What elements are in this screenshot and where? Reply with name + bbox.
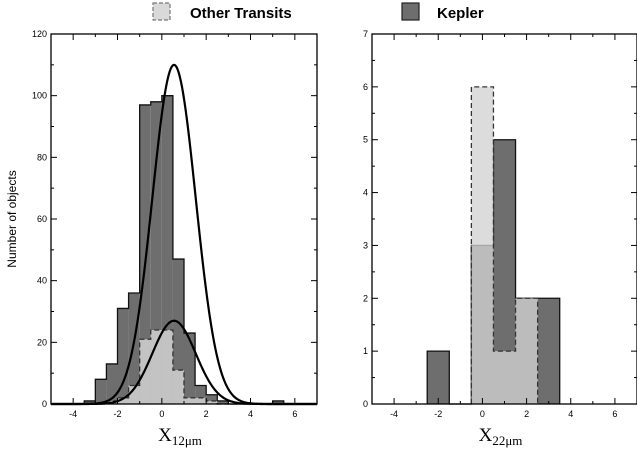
right-bar-other-transits [493,351,516,404]
left-bar-kepler [128,293,140,404]
left-x-tick-label: 0 [159,409,164,419]
left-bar-kepler [95,379,107,404]
right-bar-kepler [427,351,450,404]
right-x-tick-label: -4 [390,409,398,419]
left-bar-kepler [161,95,173,405]
left-bar-kepler [106,363,118,404]
left-y-tick-label: 40 [37,276,47,286]
left-bar-kepler [172,259,184,404]
legend: Other Transits Kepler [152,2,484,22]
left-y-tick-label: 60 [37,214,47,224]
right-bar-kepler [493,139,516,404]
left-x-tick-label: 6 [292,409,297,419]
left-series-kepler [83,95,306,405]
left-outline-kepler [83,95,306,405]
right-series-other-transits [470,86,539,404]
right-y-tick-label: 4 [363,188,368,198]
right-y-tick-label: 1 [363,346,368,356]
left-bar-other-transits [128,385,140,404]
right-y-tick-label: 7 [363,29,368,39]
right-y-tick-label: 2 [363,293,368,303]
left-bar-other-transits [117,397,129,404]
left-bar-other-transits [150,330,162,404]
left-bar-kepler [184,333,196,404]
left-bar-kepler [117,308,129,404]
right-x-axis-label: X22μm [479,425,523,448]
left-bar-other-transits [184,397,196,404]
right-bar-other-transits [515,298,538,404]
right-x-tick-label: 0 [480,409,485,419]
left-bar-kepler [150,101,162,404]
left-y-axis-label: Number of objects [5,170,19,267]
right-x-tick-label: 2 [524,409,529,419]
left-x-tick-label: -2 [113,409,121,419]
legend-label-other-transits: Other Transits [190,5,292,22]
right-bar-other-transits [471,86,494,404]
left-x-tick-label: 4 [248,409,253,419]
left-y-tick-label: 100 [32,91,47,101]
left-x-tick-label: 2 [204,409,209,419]
left-bar-other-transits [172,370,184,404]
right-y-tick-label: 3 [363,240,368,250]
left-x-axis-label: X12μm [158,425,202,448]
right-y-tick-label: 6 [363,82,368,92]
left-bar-kepler [206,394,218,404]
right-x-tick-label: 4 [568,409,573,419]
left-bar-kepler [195,385,207,404]
legend-swatch-kepler [401,2,420,21]
left-bar-kepler [217,400,229,404]
left-bar-other-transits [206,400,218,404]
right-histogram-panel: -4 -2 0 2 4 6 0 1 2 3 4 5 6 7 X22μm [363,29,637,448]
right-y-tick-label: 0 [363,399,368,409]
right-x-tick-label: 6 [612,409,617,419]
right-outline-other-transits [470,86,539,404]
left-bar-other-transits [161,330,173,404]
left-x-tick-label: -4 [69,409,77,419]
left-y-tick-label: 80 [37,152,47,162]
legend-swatch-other-transits [152,2,171,21]
left-y-tick-label: 120 [32,29,47,39]
left-y-tick-label: 20 [37,337,47,347]
left-bar-kepler [272,400,284,404]
legend-label-kepler: Kepler [437,5,484,22]
right-y-tick-label: 5 [363,135,368,145]
left-bar-other-transits [195,397,207,404]
left-y-tick-label: 0 [42,399,47,409]
right-x-tick-label: -2 [434,409,442,419]
left-bar-kepler [84,400,96,404]
right-bar-kepler [537,298,560,404]
